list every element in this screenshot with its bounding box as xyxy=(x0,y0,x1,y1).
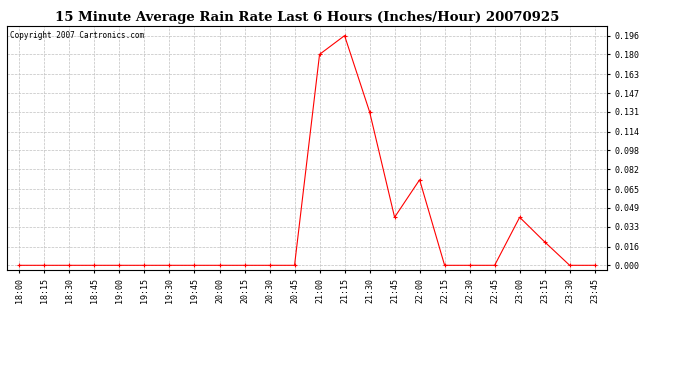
Title: 15 Minute Average Rain Rate Last 6 Hours (Inches/Hour) 20070925: 15 Minute Average Rain Rate Last 6 Hours… xyxy=(55,11,559,24)
Text: Copyright 2007 Cartronics.com: Copyright 2007 Cartronics.com xyxy=(10,31,144,40)
